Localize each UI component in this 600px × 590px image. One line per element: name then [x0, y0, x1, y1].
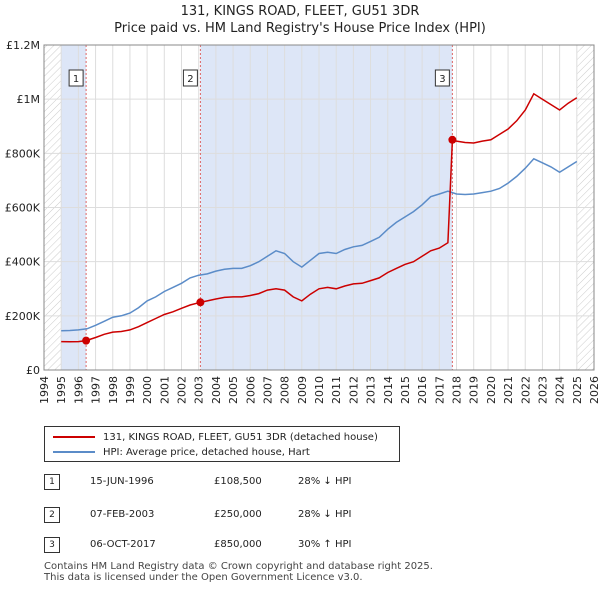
- sale-date: 06-OCT-2017: [90, 539, 156, 550]
- x-tick-label: 2012: [347, 376, 360, 404]
- property-price-line: [61, 92, 578, 343]
- x-tick-label: 2024: [554, 376, 567, 404]
- x-tick-label: 2000: [141, 376, 154, 404]
- x-tick-label: 2004: [210, 376, 223, 404]
- sale-number-badge: 1: [44, 474, 60, 490]
- x-tick-label: 2014: [382, 376, 395, 404]
- x-tick-label: 1997: [90, 376, 103, 404]
- sale-point: [196, 298, 205, 307]
- sale-number-badge: 2: [44, 507, 60, 523]
- x-tick-label: 2002: [176, 376, 189, 404]
- sale-label: 3: [439, 74, 445, 85]
- legend: 131, KINGS ROAD, FLEET, GU51 3DR (detach…: [44, 426, 400, 462]
- price-chart: 1 2 3 £0 £200K £400K £600K £800K £1M £1.2M 1994 199…: [5, 39, 600, 404]
- hpi-line: [61, 157, 578, 332]
- x-tick-label: 2013: [365, 376, 378, 404]
- sale-date: 15-JUN-1996: [90, 476, 154, 487]
- sale-label-box: [434, 69, 450, 87]
- footer-licence: This data is licensed under the Open Gov…: [44, 572, 363, 583]
- legend-swatch-property: [53, 436, 95, 438]
- x-tick-label: 1994: [38, 376, 51, 404]
- x-tick-label: 2020: [485, 376, 498, 404]
- y-tick-label: £800K: [5, 147, 41, 160]
- sale-label-box: [68, 69, 84, 87]
- x-tick-label: 1996: [72, 376, 85, 404]
- sale-label: 1: [73, 74, 79, 85]
- x-tick-label: 1998: [107, 376, 120, 404]
- legend-item-property: 131, KINGS ROAD, FLEET, GU51 3DR (detach…: [53, 430, 378, 444]
- x-tick-label: 2021: [502, 376, 515, 404]
- sale-row: 2 07-FEB-2003 £250,000 28% ↓ HPI: [44, 505, 404, 525]
- sale-hpi-diff: 30% ↑ HPI: [298, 539, 352, 550]
- x-tick-label: 1999: [124, 376, 137, 404]
- x-tick-label: 2006: [244, 376, 257, 404]
- chart-subtitle: Price paid vs. HM Land Registry's House …: [114, 21, 486, 36]
- legend-item-hpi: HPI: Average price, detached house, Hart: [53, 445, 310, 459]
- sale-label-box: [182, 69, 198, 87]
- y-tick-label: £200K: [5, 310, 41, 323]
- sale-date: 07-FEB-2003: [90, 509, 155, 520]
- x-tick-label: 2017: [433, 376, 446, 404]
- x-tick-label: 2015: [399, 376, 412, 404]
- x-tick-label: 2010: [313, 376, 326, 404]
- sale-label: 2: [187, 74, 193, 85]
- x-tick-label: 2001: [158, 376, 171, 404]
- legend-label-property: 131, KINGS ROAD, FLEET, GU51 3DR (detach…: [103, 431, 378, 443]
- sale-hpi-diff: 28% ↓ HPI: [298, 509, 352, 520]
- x-tick-label: 2022: [519, 376, 532, 404]
- x-tick-label: 2016: [416, 376, 429, 404]
- sale-hpi-diff: 28% ↓ HPI: [298, 476, 352, 487]
- y-tick-label: £400K: [5, 256, 41, 269]
- sale-point: [82, 336, 91, 345]
- sale-number-badge: 3: [44, 537, 60, 553]
- sale-price: £250,000: [214, 509, 262, 520]
- sale-row: 1 15-JUN-1996 £108,500 28% ↓ HPI: [44, 472, 404, 492]
- x-tick-label: 2019: [468, 376, 481, 404]
- sale-point: [448, 135, 457, 144]
- plot-frame: [43, 44, 595, 371]
- x-tick-label: 1995: [55, 376, 68, 404]
- sale-price: £108,500: [214, 476, 262, 487]
- x-tick-label: 2026: [588, 376, 600, 404]
- legend-label-hpi: HPI: Average price, detached house, Hart: [103, 446, 310, 458]
- legend-swatch-hpi: [53, 451, 95, 453]
- x-tick-label: 2023: [536, 376, 549, 404]
- y-tick-label: £0: [26, 364, 40, 377]
- x-tick-label: 2003: [193, 376, 206, 404]
- x-tick-label: 2009: [296, 376, 309, 404]
- y-tick-label: £600K: [5, 202, 41, 215]
- sale-price: £850,000: [214, 539, 262, 550]
- y-tick-label: £1.2M: [6, 39, 40, 52]
- footer-copyright: Contains HM Land Registry data © Crown c…: [44, 561, 433, 572]
- x-tick-label: 2025: [571, 376, 584, 404]
- y-tick-label: £1M: [17, 93, 41, 106]
- x-tick-label: 2018: [451, 376, 464, 404]
- sale-row: 3 06-OCT-2017 £850,000 30% ↑ HPI: [44, 535, 404, 555]
- chart-title: 131, KINGS ROAD, FLEET, GU51 3DR: [180, 4, 420, 19]
- footer: Contains HM Land Registry data © Crown c…: [44, 561, 433, 583]
- x-tick-label: 2007: [261, 376, 274, 404]
- x-tick-label: 2008: [279, 376, 292, 404]
- x-tick-label: 2005: [227, 376, 240, 404]
- x-tick-label: 2011: [330, 376, 343, 404]
